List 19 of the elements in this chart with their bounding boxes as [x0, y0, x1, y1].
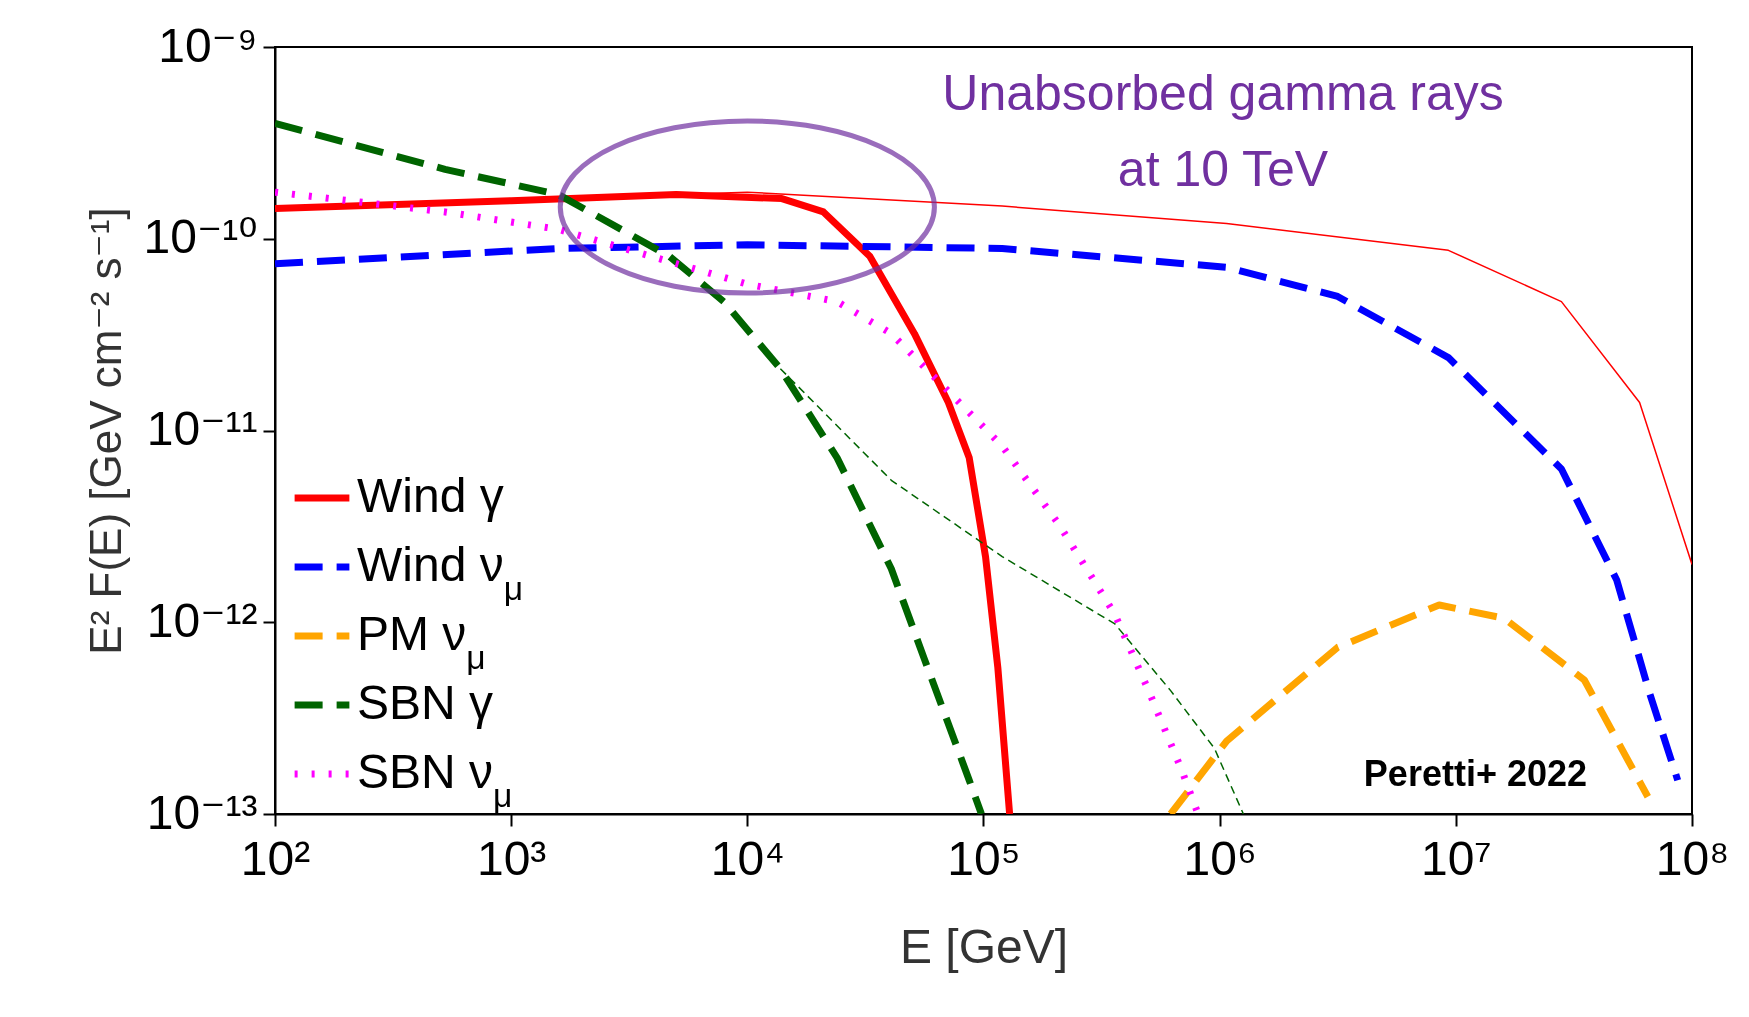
x-tick-label: 10⁶: [1183, 831, 1257, 885]
x-tick-label: 10⁸: [1655, 831, 1730, 885]
y-tick-label: 10⁻⁹: [158, 18, 258, 72]
x-axis-title: E [GeV]: [899, 919, 1069, 973]
legend-label: PM ν$_{μ}$: [357, 607, 486, 676]
y-tick-label: 10⁻¹²: [146, 593, 258, 647]
x-tick-label: 10³: [476, 831, 547, 885]
y-tick-label: 10⁻¹¹: [146, 402, 258, 455]
legend-label: SBN γ: [357, 676, 494, 729]
x-tick-label: 10⁵: [947, 831, 1021, 885]
legend-label: Wind ν$_{μ}$: [357, 538, 524, 607]
legend-label: SBN ν$_{μ}$: [357, 745, 513, 814]
y-tick-label: 10⁻¹⁰: [143, 210, 258, 264]
x-tick-label: 10⁴: [710, 831, 785, 885]
legend-label: Wind γ: [357, 469, 504, 522]
x-tick-label: 10⁷: [1420, 831, 1492, 885]
annotation: Peretti+ 2022: [1363, 753, 1587, 794]
y-axis-title: E² F(E) [GeV cm⁻² s⁻¹]: [80, 207, 130, 655]
annotation: Unabsorbed gamma rays at 10 TeV: [942, 65, 1504, 197]
